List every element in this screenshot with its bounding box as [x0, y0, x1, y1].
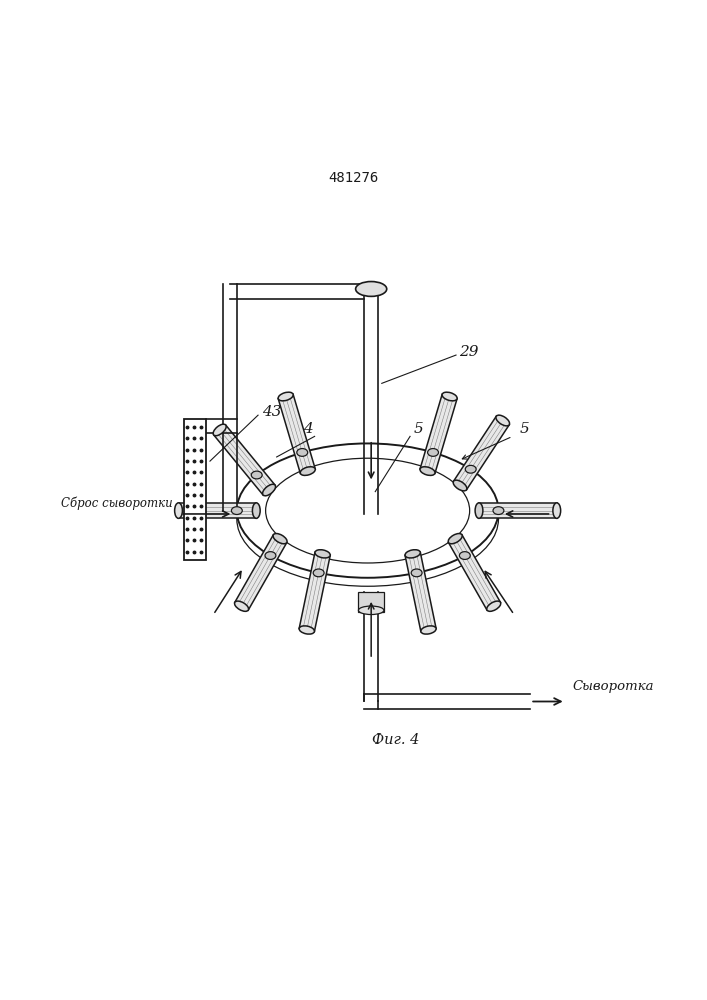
Text: 4: 4 [303, 422, 312, 436]
Ellipse shape [358, 606, 384, 615]
Ellipse shape [251, 471, 262, 479]
Polygon shape [420, 394, 457, 473]
Text: 481276: 481276 [328, 171, 379, 185]
Polygon shape [235, 535, 287, 610]
Text: Сыворотка: Сыворотка [573, 680, 654, 693]
Polygon shape [178, 503, 256, 518]
Ellipse shape [356, 282, 387, 296]
Ellipse shape [486, 601, 501, 611]
Ellipse shape [252, 503, 260, 518]
Bar [184, 419, 206, 560]
Ellipse shape [300, 467, 315, 475]
Polygon shape [448, 535, 501, 610]
Ellipse shape [214, 424, 226, 436]
Ellipse shape [428, 449, 438, 456]
Ellipse shape [266, 458, 469, 563]
Ellipse shape [421, 626, 436, 634]
Ellipse shape [297, 449, 308, 456]
Text: Сброс сыворотки: Сброс сыворотки [62, 497, 173, 510]
Ellipse shape [493, 507, 504, 514]
Text: 5: 5 [414, 422, 423, 436]
Text: 43: 43 [262, 405, 281, 419]
Ellipse shape [442, 392, 457, 401]
Ellipse shape [475, 503, 483, 518]
Ellipse shape [553, 503, 561, 518]
Ellipse shape [313, 569, 324, 577]
Ellipse shape [405, 550, 421, 558]
Ellipse shape [496, 415, 510, 426]
Ellipse shape [262, 484, 276, 496]
Polygon shape [299, 552, 330, 632]
Polygon shape [405, 552, 436, 632]
Text: Фиг. 4: Фиг. 4 [372, 733, 420, 747]
Ellipse shape [278, 392, 293, 401]
Ellipse shape [299, 626, 315, 634]
Ellipse shape [448, 534, 462, 544]
Polygon shape [453, 416, 509, 490]
Ellipse shape [465, 465, 476, 473]
Text: 29: 29 [460, 345, 479, 359]
Ellipse shape [453, 480, 467, 491]
Ellipse shape [420, 467, 435, 475]
Polygon shape [279, 394, 315, 473]
Ellipse shape [235, 601, 249, 611]
Ellipse shape [237, 443, 498, 578]
Ellipse shape [411, 569, 422, 577]
Text: 5: 5 [520, 422, 530, 436]
Ellipse shape [175, 503, 182, 518]
Ellipse shape [231, 507, 243, 514]
Ellipse shape [315, 550, 330, 558]
Polygon shape [214, 425, 275, 495]
Bar [358, 592, 384, 612]
Polygon shape [479, 503, 557, 518]
Ellipse shape [460, 552, 470, 559]
Ellipse shape [273, 534, 287, 544]
Ellipse shape [265, 552, 276, 559]
